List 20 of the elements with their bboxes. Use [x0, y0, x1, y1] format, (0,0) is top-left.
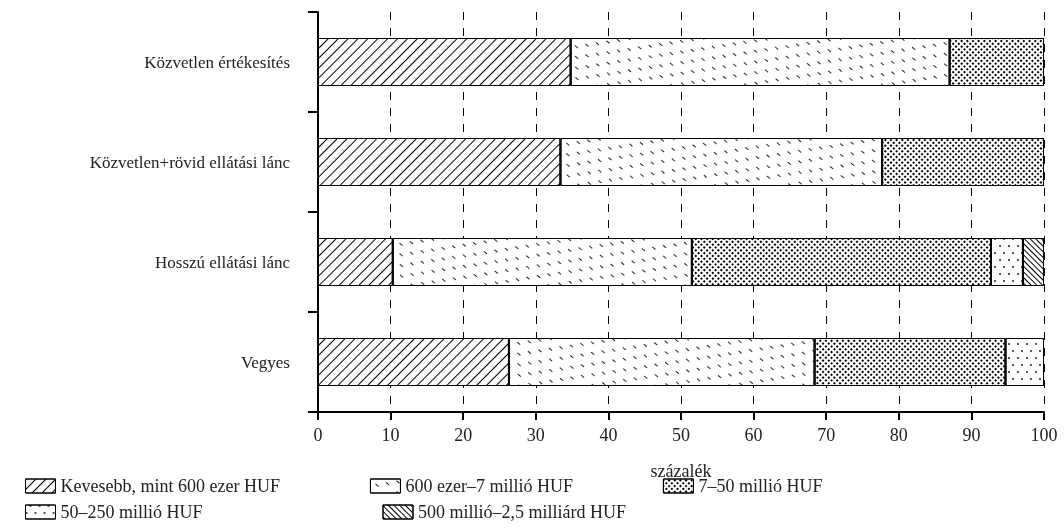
- x-tick-label: 90: [962, 425, 981, 445]
- y-tick-label: Közvetlen értékesítés: [144, 52, 290, 72]
- x-tick-label: 20: [454, 425, 473, 445]
- y-tick-label: Vegyes: [240, 352, 290, 372]
- x-tick-label: 70: [817, 425, 836, 445]
- x-tick-label: 0: [313, 425, 323, 445]
- y-tick-label: Közvetlen+rövid ellátási lánc: [89, 152, 291, 172]
- x-tick-label: 60: [744, 425, 763, 445]
- x-tick-label: 50: [672, 425, 690, 445]
- x-tick-label: 30: [526, 425, 545, 445]
- x-tick-label: 10: [381, 425, 400, 445]
- legend-label: 7–50 millió HUF: [698, 476, 823, 496]
- x-tick-label: 80: [889, 425, 908, 445]
- legend-label: 500 millió–2,5 milliárd HUF: [418, 502, 627, 522]
- x-tick-label: 100: [1030, 425, 1058, 445]
- legend-label: 50–250 millió HUF: [60, 502, 203, 522]
- y-tick-label: Hosszú ellátási lánc: [154, 252, 291, 272]
- x-tick-label: 40: [599, 425, 618, 445]
- legend-label: 600 ezer–7 millió HUF: [405, 476, 573, 496]
- legend-label: Kevesebb, mint 600 ezer HUF: [60, 476, 280, 496]
